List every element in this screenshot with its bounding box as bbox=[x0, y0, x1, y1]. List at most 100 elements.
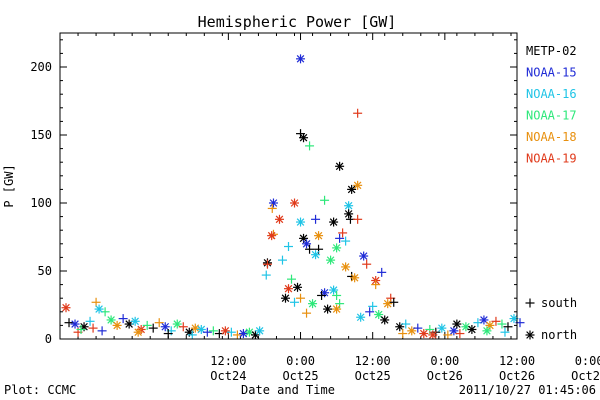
south-point bbox=[142, 320, 152, 330]
chart-title: Hemispheric Power [GW] bbox=[198, 13, 397, 31]
south-point bbox=[208, 326, 218, 336]
south-point bbox=[362, 259, 372, 269]
south-point bbox=[443, 330, 453, 340]
north-point bbox=[332, 243, 342, 253]
y-axis-label: P [GW] bbox=[2, 164, 16, 207]
north-point bbox=[353, 180, 363, 190]
north-point bbox=[267, 231, 277, 241]
south-point bbox=[178, 322, 188, 332]
south-point bbox=[497, 319, 507, 329]
south-point bbox=[491, 316, 501, 326]
south-point bbox=[398, 329, 408, 339]
north-point bbox=[255, 326, 265, 336]
north-point bbox=[112, 320, 122, 330]
north-point bbox=[274, 214, 284, 224]
north-point bbox=[94, 304, 104, 314]
north-point bbox=[133, 327, 143, 337]
north-point bbox=[326, 255, 336, 265]
y-tick-label: 100 bbox=[30, 196, 52, 210]
x-tick-date-label: Oct25 bbox=[355, 369, 391, 383]
x-tick-date-label: Oct24 bbox=[210, 369, 246, 383]
south-point bbox=[305, 141, 315, 151]
south-point bbox=[154, 318, 164, 328]
south-point bbox=[365, 307, 375, 317]
legend-entry: NOAA-17 bbox=[526, 109, 577, 123]
north-point bbox=[479, 315, 489, 325]
south-point bbox=[338, 228, 348, 238]
south-point bbox=[311, 214, 321, 224]
y-tick-label: 200 bbox=[30, 60, 52, 74]
x-axis-label: Date and Time bbox=[241, 383, 335, 397]
north-point bbox=[130, 316, 140, 326]
x-tick-time-label: 0:00 bbox=[286, 354, 315, 368]
x-tick-time-label: 12:00 bbox=[355, 354, 391, 368]
north-point bbox=[220, 326, 230, 336]
south-point bbox=[202, 327, 212, 337]
north-point bbox=[452, 319, 462, 329]
north-point bbox=[374, 310, 384, 320]
legend-entry: NOAA-19 bbox=[526, 152, 577, 166]
south-point bbox=[401, 319, 411, 329]
north-point bbox=[467, 324, 477, 334]
north-point bbox=[428, 330, 438, 340]
x-axis: 12:00Oct240:00Oct2512:00Oct250:00Oct2612… bbox=[59, 33, 600, 383]
north-point bbox=[250, 330, 260, 340]
south-point bbox=[302, 308, 312, 318]
x-tick-time-label: 12:00 bbox=[499, 354, 535, 368]
north-point bbox=[347, 184, 357, 194]
north-point bbox=[302, 239, 312, 249]
legend-entry: METP-02 bbox=[526, 44, 577, 58]
south-point bbox=[371, 280, 381, 290]
x-tick-time-label: 12:00 bbox=[210, 354, 246, 368]
south-point bbox=[500, 327, 510, 337]
north-point bbox=[190, 323, 200, 333]
south-point bbox=[389, 297, 399, 307]
north-point bbox=[437, 323, 447, 333]
north-point bbox=[299, 133, 309, 143]
marker-legend-label: south bbox=[541, 296, 577, 310]
south-point bbox=[118, 314, 128, 324]
x-tick-date-label: Oct25 bbox=[282, 369, 318, 383]
south-point bbox=[317, 290, 327, 300]
y-tick-label: 0 bbox=[45, 332, 52, 346]
south-point bbox=[503, 322, 513, 332]
south-point bbox=[88, 323, 98, 333]
south-point bbox=[353, 214, 363, 224]
south-point bbox=[377, 267, 387, 277]
south-point bbox=[262, 259, 272, 269]
plot-source: Plot: CCMC bbox=[4, 383, 76, 397]
north-point bbox=[344, 209, 354, 219]
south-point bbox=[76, 324, 86, 334]
south-point bbox=[91, 297, 101, 307]
south-point bbox=[284, 242, 293, 252]
south-point bbox=[277, 255, 287, 265]
legend-entry: NOAA-15 bbox=[526, 66, 577, 80]
north-point bbox=[344, 201, 354, 211]
north-point bbox=[296, 217, 306, 227]
north-point bbox=[359, 251, 369, 261]
north-point bbox=[268, 198, 278, 208]
marker-legend: south north bbox=[525, 296, 577, 342]
south-point bbox=[287, 274, 297, 284]
north-point bbox=[380, 315, 390, 325]
marker-legend-symbol bbox=[525, 330, 535, 340]
north-point bbox=[341, 262, 351, 272]
data-points bbox=[61, 54, 525, 340]
north-point bbox=[335, 161, 345, 171]
south-point bbox=[85, 316, 95, 326]
legend: METP-02 NOAA-15 NOAA-16 NOAA-17 NOAA-18 NOAA-… bbox=[526, 44, 577, 166]
north-point bbox=[482, 326, 492, 336]
north-point bbox=[356, 312, 366, 322]
south-point bbox=[455, 329, 465, 339]
x-tick-time-label: 0:00 bbox=[430, 354, 459, 368]
south-point bbox=[148, 323, 158, 333]
north-point bbox=[311, 250, 321, 260]
south-point bbox=[64, 318, 74, 328]
south-point bbox=[368, 301, 378, 311]
legend-entry: NOAA-18 bbox=[526, 130, 577, 144]
south-point bbox=[290, 297, 300, 307]
x-tick-time-label: 0:00 bbox=[575, 354, 600, 368]
north-point bbox=[296, 54, 306, 64]
north-point bbox=[383, 299, 393, 309]
